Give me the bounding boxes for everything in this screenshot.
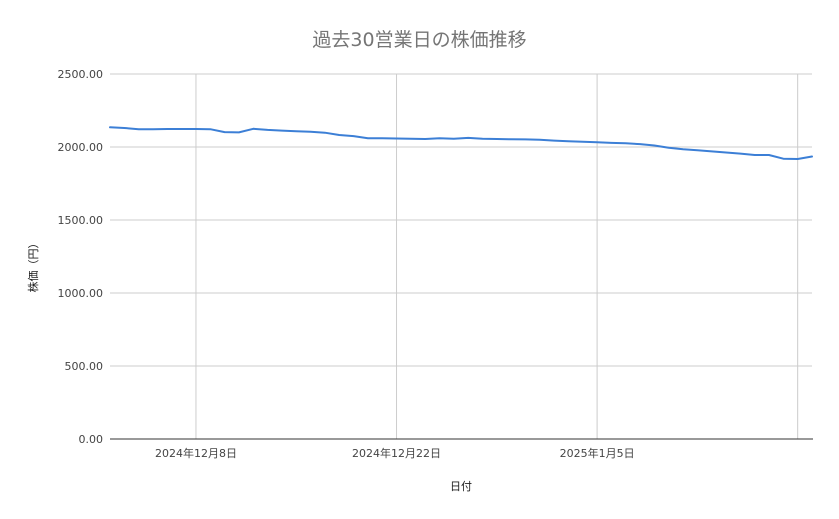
y-tick-label: 2000.00 xyxy=(58,141,104,154)
chart-title: 過去30営業日の株価推移 xyxy=(312,29,526,51)
x-tick-label: 2024年12月22日 xyxy=(352,446,441,460)
y-tick-labels: 0.00 500.00 1000.00 1500.00 2000.00 2500.00 xyxy=(58,68,104,446)
x-tick-labels: 2024年12月8日 2024年12月22日 2025年1月5日 xyxy=(155,446,635,460)
y-tick-label: 2500.00 xyxy=(58,68,104,81)
x-tick-label: 2025年1月5日 xyxy=(560,446,635,460)
x-axis-label: 日付 xyxy=(450,480,472,493)
y-tick-label: 500.00 xyxy=(65,360,104,373)
x-gridlines xyxy=(195,74,799,439)
y-axis-label: 株価（円） xyxy=(26,238,40,293)
series-layer xyxy=(109,126,813,160)
series-line xyxy=(109,126,813,160)
y-tick-label: 1500.00 xyxy=(58,214,104,227)
y-gridlines xyxy=(110,73,812,367)
y-tick-label: 0.00 xyxy=(79,433,104,446)
y-tick-label: 1000.00 xyxy=(58,287,104,300)
x-tick-label: 2024年12月8日 xyxy=(155,446,237,460)
